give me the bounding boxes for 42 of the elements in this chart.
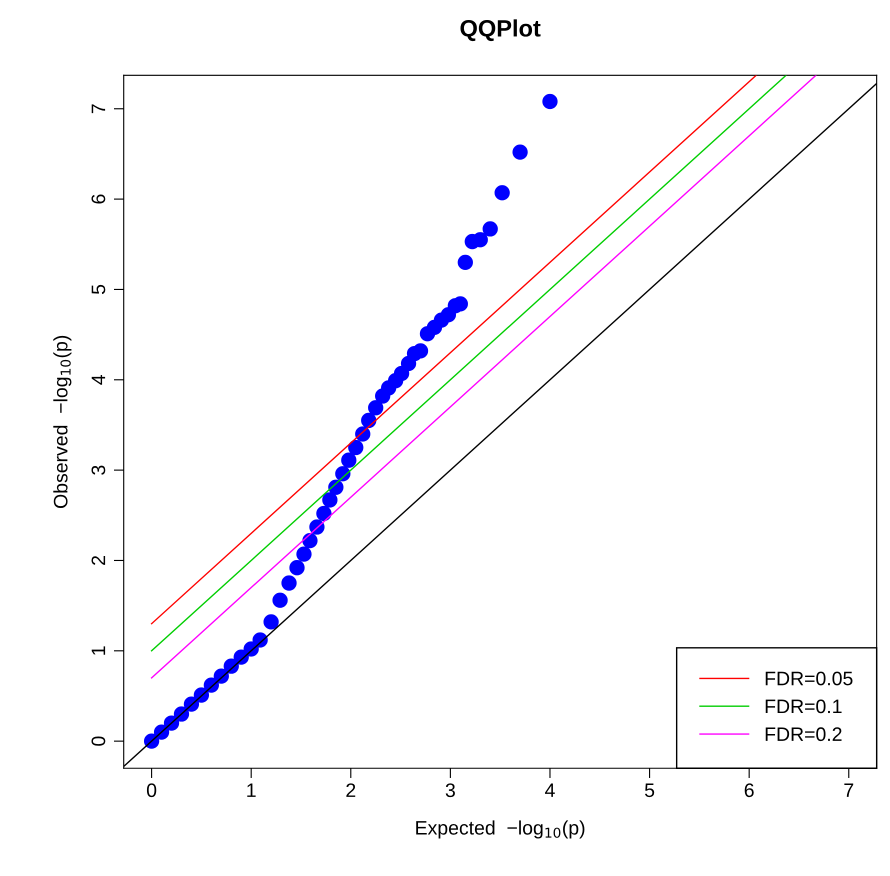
x-axis-title: Expected −log$_{10}$(p) <box>416 820 584 839</box>
x-tick-label: 1 <box>247 784 256 797</box>
point <box>542 94 558 110</box>
x-tick-label: 4 <box>545 784 555 797</box>
point <box>281 575 297 591</box>
point <box>322 492 338 508</box>
y-tick-label: 2 <box>92 556 106 565</box>
x-tick-label: 6 <box>744 783 754 798</box>
y-tick-label: 5 <box>92 284 106 294</box>
chart-title: QQPlot <box>460 19 541 42</box>
point <box>512 144 528 160</box>
point <box>348 440 364 456</box>
x-tick-label: 2 <box>346 783 356 797</box>
y-tick-label: 7 <box>92 104 106 114</box>
point <box>412 343 428 359</box>
legend-label: FDR=0.1 <box>766 699 842 714</box>
point <box>482 221 498 237</box>
point <box>316 506 332 522</box>
point <box>472 232 488 248</box>
point <box>302 532 318 548</box>
point <box>458 254 473 270</box>
point <box>368 400 384 416</box>
point <box>263 614 279 630</box>
y-tick-label: 3 <box>92 466 106 475</box>
x-tick-label: 0 <box>146 783 156 798</box>
point <box>341 452 356 468</box>
point <box>494 185 510 200</box>
point <box>361 412 376 428</box>
legend-label: FDR=0.2 <box>766 727 842 742</box>
point <box>272 592 288 608</box>
y-tick-label: 0 <box>92 736 106 746</box>
y-axis-title: Observed −log$_{10}$(p) <box>53 336 72 508</box>
legend-label: FDR=0.05 <box>766 672 853 686</box>
point <box>296 546 312 562</box>
x-tick-label: 5 <box>644 784 654 798</box>
x-tick-label: 7 <box>844 784 854 797</box>
point <box>289 560 305 576</box>
x-tick-label: 3 <box>446 783 455 798</box>
y-tick-label: 1 <box>92 646 106 655</box>
y-tick-label: 4 <box>92 374 106 385</box>
y-tick-label: 6 <box>92 194 106 204</box>
point <box>394 366 410 382</box>
